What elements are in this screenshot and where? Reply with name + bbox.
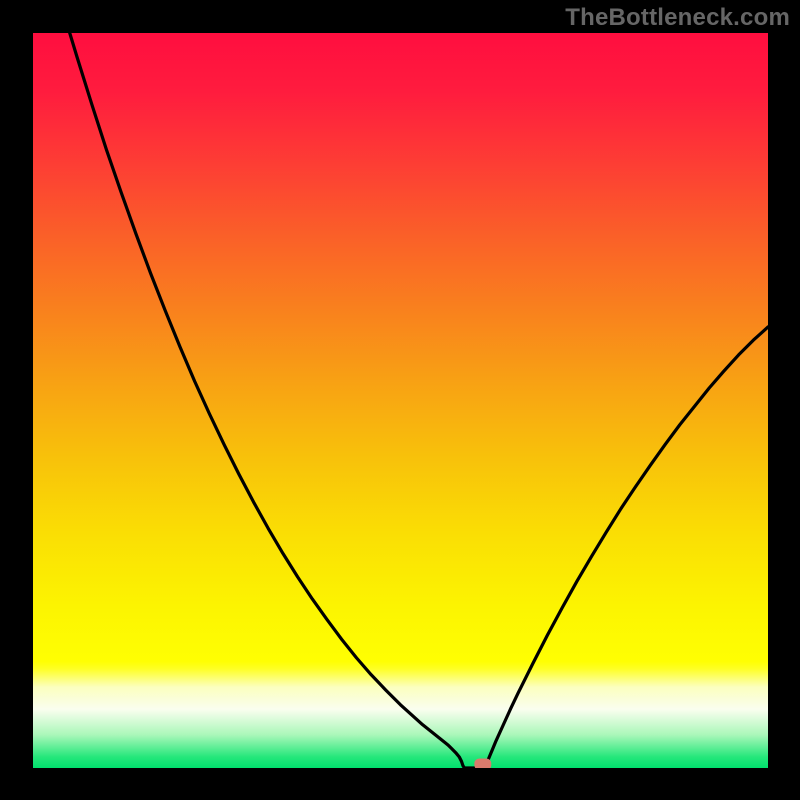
chart-stage: TheBottleneck.com	[0, 0, 800, 800]
watermark-text: TheBottleneck.com	[565, 4, 790, 32]
plot-area	[33, 33, 768, 768]
plot-background	[33, 33, 768, 768]
optimum-marker	[474, 758, 491, 768]
plot-svg	[33, 33, 768, 768]
